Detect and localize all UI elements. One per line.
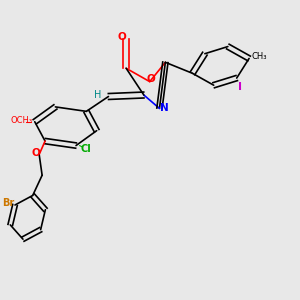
Text: O: O (117, 32, 126, 42)
Text: I: I (238, 82, 242, 92)
Text: Cl: Cl (81, 143, 92, 154)
Text: N: N (160, 103, 168, 113)
Text: CH₃: CH₃ (252, 52, 267, 62)
Text: OCH₃: OCH₃ (11, 116, 32, 125)
Text: Br: Br (2, 199, 15, 208)
Text: O: O (147, 74, 156, 84)
Text: H: H (94, 90, 101, 100)
Text: O: O (32, 148, 40, 158)
